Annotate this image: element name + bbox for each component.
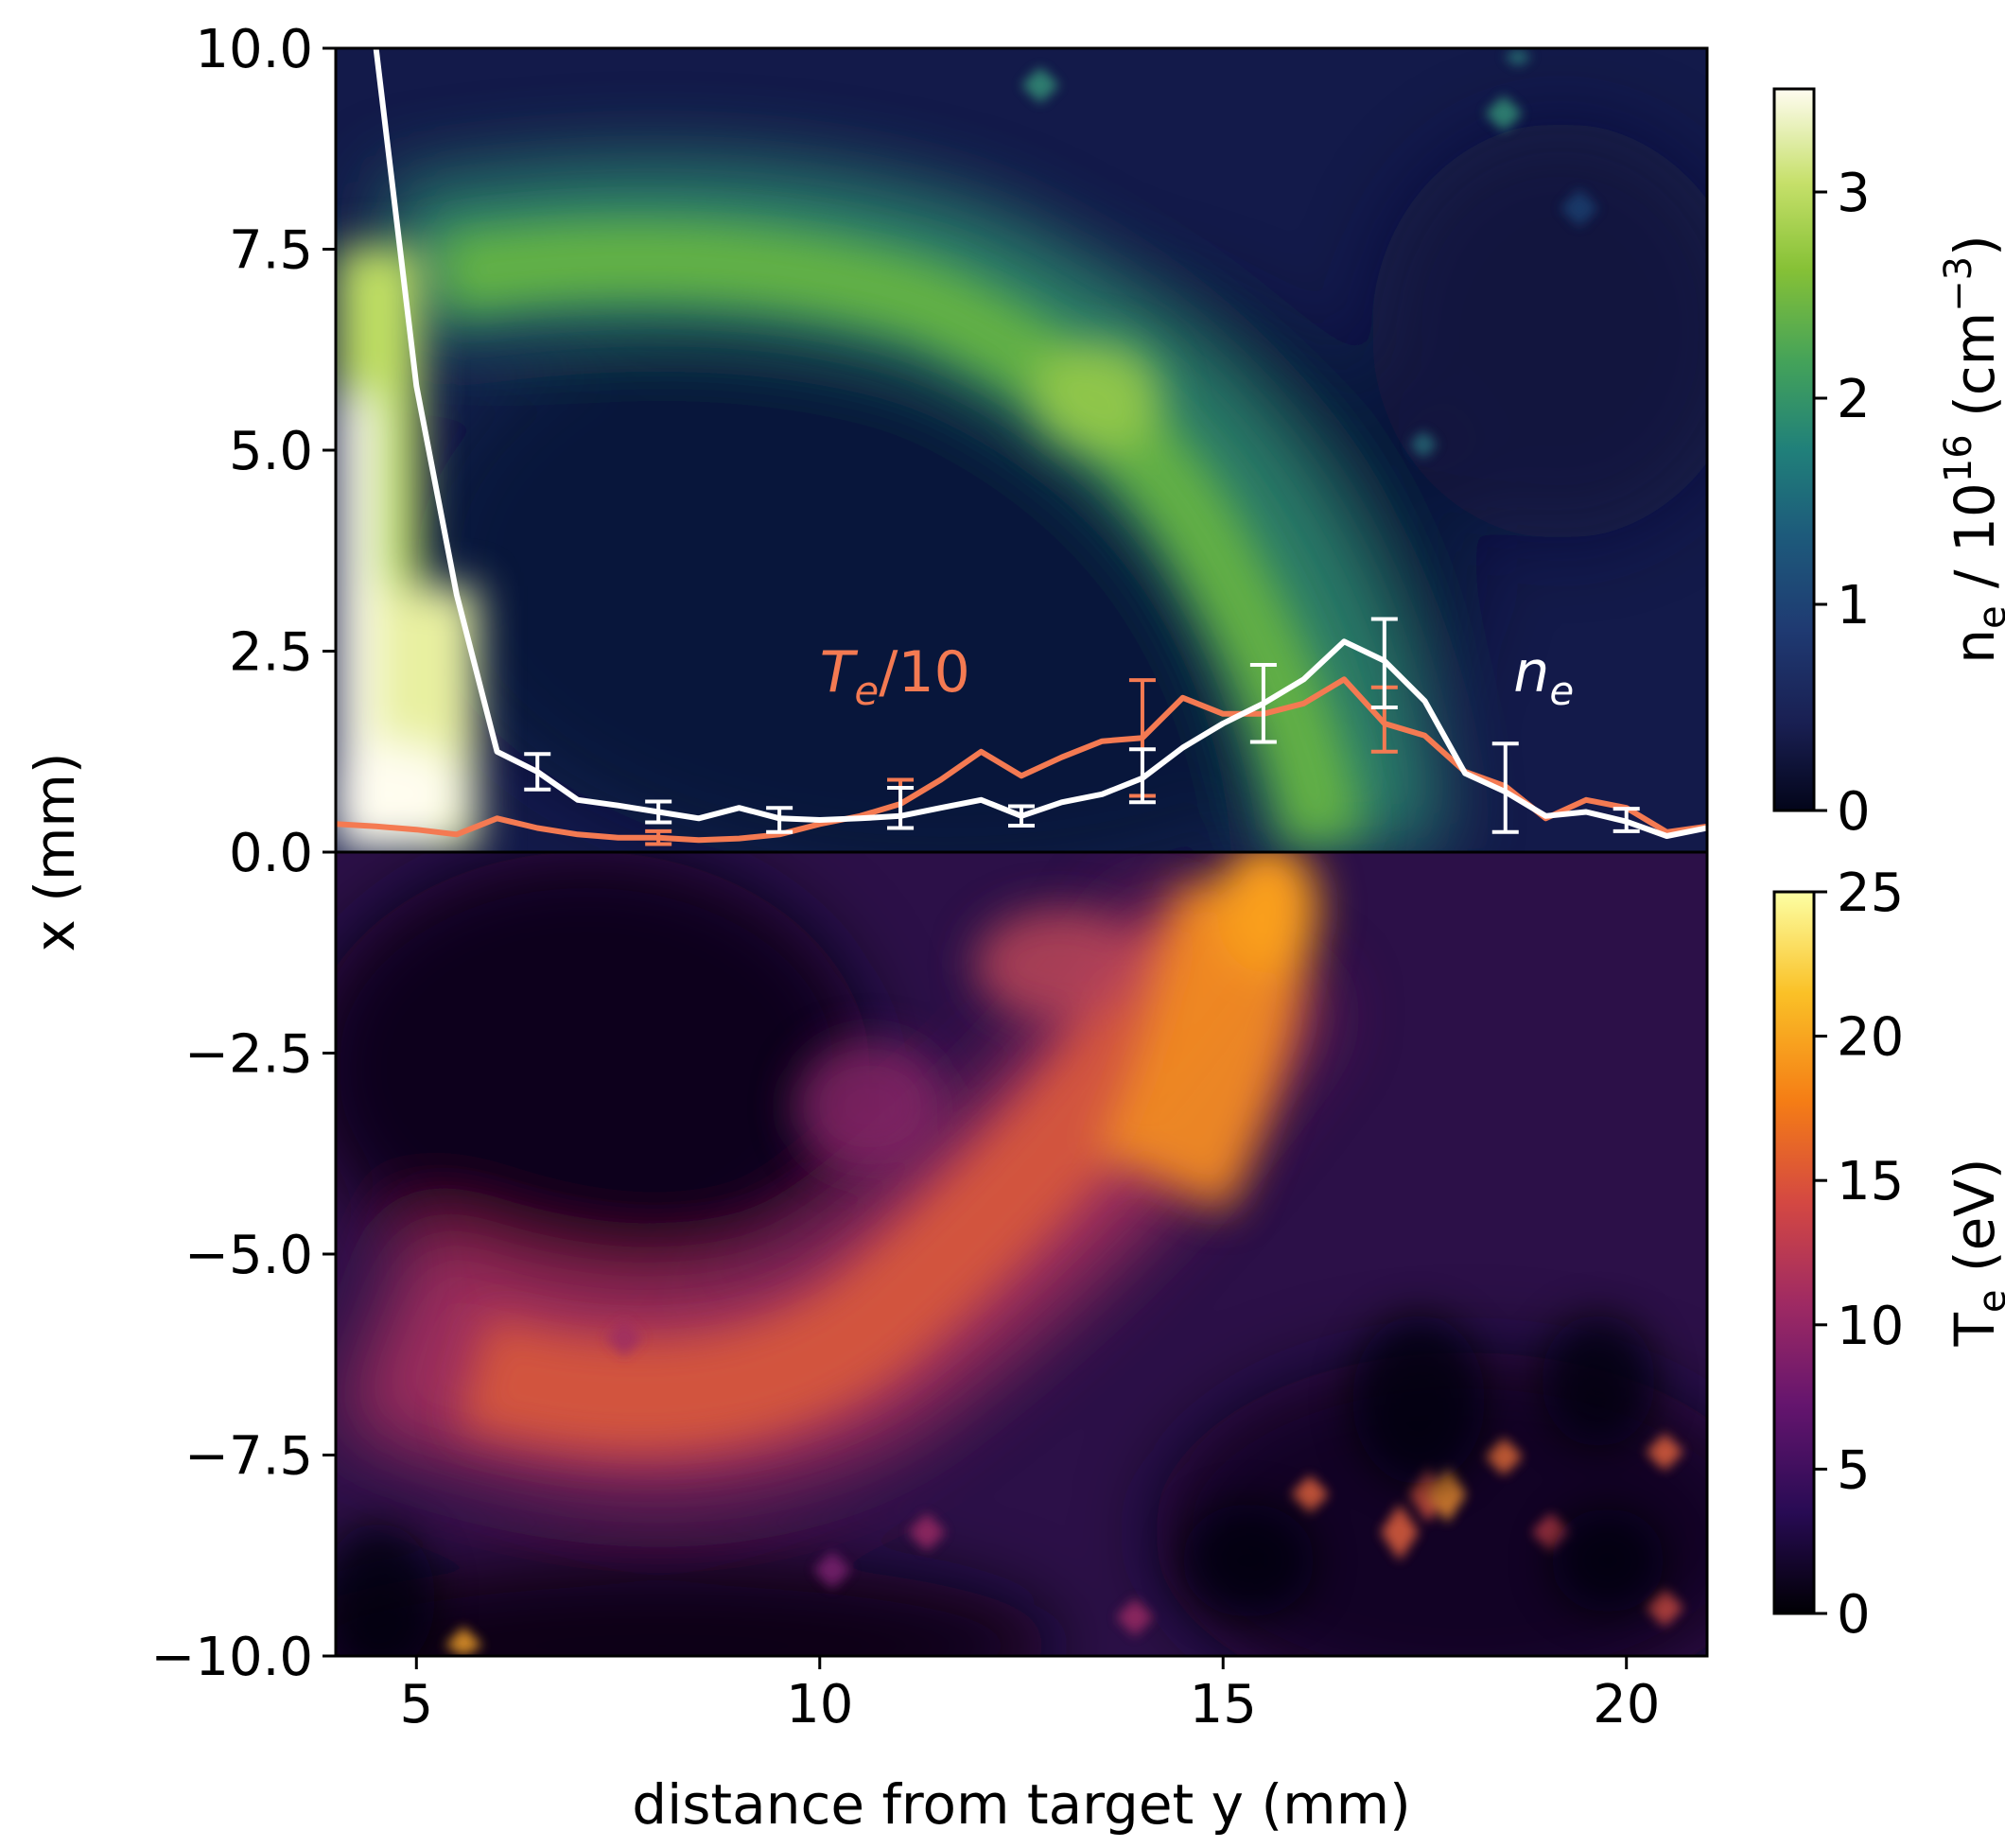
temperature-colorbar-label: Te (eV)	[1943, 1158, 2005, 1347]
y-tick-label: −10.0	[150, 1627, 313, 1688]
colorbar-tick-label: 1	[1837, 575, 1871, 636]
y-tick-label: 7.5	[229, 220, 313, 282]
y-tick-label: −7.5	[184, 1426, 313, 1488]
ne-annotation: ne	[1513, 639, 1574, 714]
errorbar	[1128, 747, 1156, 805]
errorbar	[1249, 662, 1277, 744]
errorbar	[766, 806, 793, 834]
colorbar-tick-label: 25	[1837, 863, 1904, 924]
density-heatmap	[336, 48, 1707, 852]
x-axis: 5 10 15 20	[399, 1656, 1660, 1735]
x-tick-label: 15	[1190, 1674, 1257, 1735]
x-axis-title: distance from target y (mm)	[632, 1772, 1410, 1837]
y-tick-label: 2.5	[229, 622, 313, 684]
colorbar-tick-label: 3	[1837, 163, 1871, 224]
colorbar-tick-label: 5	[1837, 1439, 1871, 1501]
temperature-colorbar: 0 5 10 15 20 25	[1772, 863, 1904, 1646]
temperature-heatmap	[336, 852, 1707, 1656]
colorbar-tick-label: 2	[1837, 369, 1871, 430]
x-tick-label: 10	[786, 1674, 853, 1735]
errorbar	[1613, 807, 1640, 833]
Te-annotation: Te/10	[820, 639, 970, 714]
colorbar-tick-label: 0	[1837, 781, 1871, 843]
errorbar	[887, 786, 915, 830]
density-colorbar: 0 1 2 3	[1772, 87, 1871, 843]
density-colorbar-label: ne / 1016 (cm−3)	[1937, 235, 2005, 664]
series-line-0	[373, 48, 1707, 839]
colorbar-tick-label: 0	[1837, 1584, 1871, 1646]
colorbar-tick-label: 20	[1837, 1007, 1904, 1069]
errorbar	[1008, 804, 1035, 828]
y-axis: 10.0 7.5 5.0 2.5 0.0 −2.5 −5.0 −7.5 −10.0	[150, 19, 336, 1688]
y-tick-label: 0.0	[229, 823, 313, 884]
y-tick-label: 10.0	[195, 19, 313, 80]
y-axis-title: x (mm)	[23, 752, 87, 951]
y-tick-label: 5.0	[229, 421, 313, 482]
errorbar	[645, 799, 672, 825]
y-tick-label: −5.0	[184, 1225, 313, 1286]
errorbar	[645, 828, 672, 846]
colorbar-tick-label: 10	[1837, 1296, 1904, 1357]
errorbar	[1491, 741, 1519, 834]
errorbar	[1370, 617, 1398, 709]
errorbar	[524, 752, 551, 792]
x-tick-label: 5	[399, 1674, 433, 1735]
x-tick-label: 20	[1593, 1674, 1660, 1735]
colorbar-tick-label: 15	[1837, 1151, 1904, 1212]
y-tick-label: −2.5	[184, 1024, 313, 1086]
